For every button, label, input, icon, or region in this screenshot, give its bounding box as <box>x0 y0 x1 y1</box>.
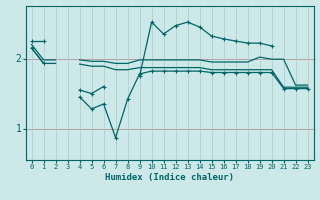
X-axis label: Humidex (Indice chaleur): Humidex (Indice chaleur) <box>105 173 234 182</box>
